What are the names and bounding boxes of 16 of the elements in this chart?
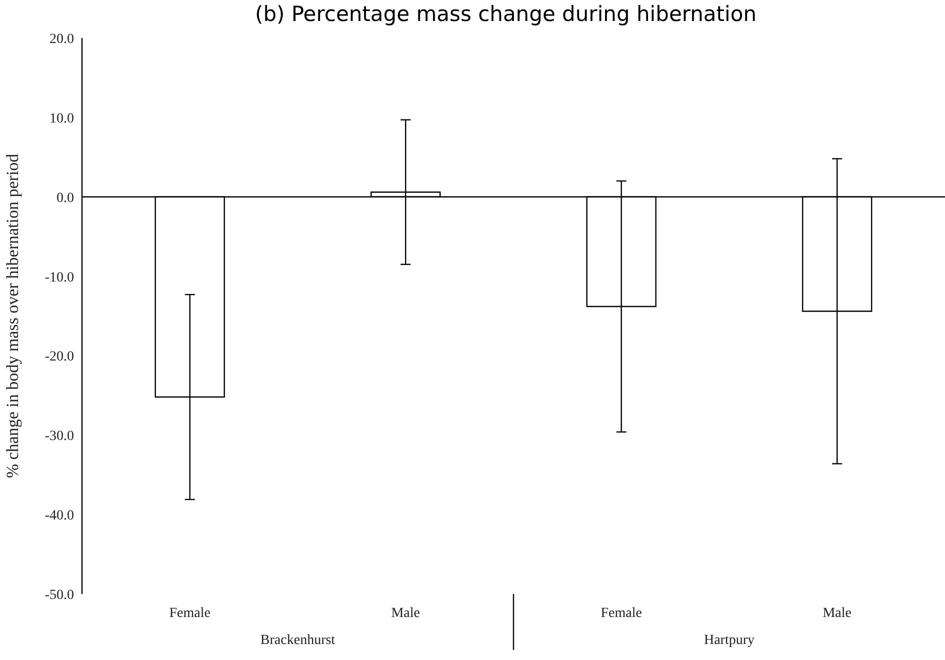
y-axis-title: % change in body mass over hibernation period xyxy=(3,153,22,478)
chart-title: (b) Percentage mass change during hibernation xyxy=(255,2,757,26)
text: Brackenhurst xyxy=(260,633,336,648)
x-tick-label: Female xyxy=(169,606,210,621)
y-tick-label: -30.0 xyxy=(44,429,74,444)
y-tick-label: -50.0 xyxy=(44,588,74,603)
y-tick-label: -20.0 xyxy=(44,350,74,365)
y-tick-label: 20.0 xyxy=(50,32,74,47)
y-tick-label: 0.0 xyxy=(56,190,74,206)
text: Hartpury xyxy=(704,633,755,648)
x-tick-label: Male xyxy=(822,606,852,621)
x-tick-label: Male xyxy=(391,606,420,621)
x-tick-label: Female xyxy=(600,606,642,621)
y-tick-label: -10.0 xyxy=(44,270,74,286)
y-tick-label: -40.0 xyxy=(44,508,74,524)
y-tick-label: 10.0 xyxy=(50,111,74,126)
